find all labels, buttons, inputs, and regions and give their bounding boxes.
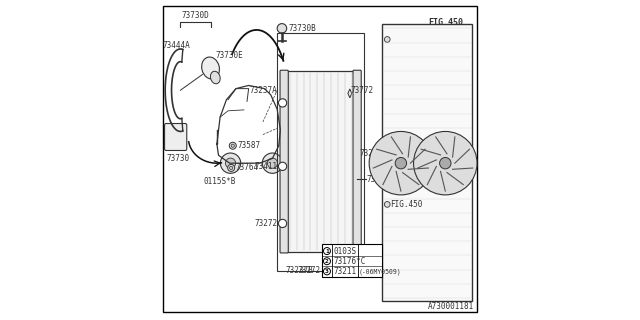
FancyBboxPatch shape <box>287 71 355 252</box>
Circle shape <box>278 219 287 228</box>
Text: 0103S: 0103S <box>333 246 356 256</box>
Circle shape <box>229 142 236 149</box>
Text: 73764: 73764 <box>236 164 259 172</box>
Text: 73730D: 73730D <box>182 11 209 20</box>
Text: A730001181: A730001181 <box>428 302 474 311</box>
Text: 73411: 73411 <box>254 162 277 171</box>
Text: 73237A: 73237A <box>250 86 277 95</box>
Circle shape <box>323 268 330 275</box>
Text: 73730: 73730 <box>166 154 189 163</box>
Circle shape <box>323 258 330 265</box>
Text: 73272: 73272 <box>298 266 321 275</box>
FancyBboxPatch shape <box>353 70 361 253</box>
FancyBboxPatch shape <box>382 24 472 301</box>
Circle shape <box>278 99 287 107</box>
Circle shape <box>440 157 451 169</box>
Text: 1: 1 <box>325 249 329 253</box>
Circle shape <box>323 248 330 254</box>
Circle shape <box>277 24 287 33</box>
FancyBboxPatch shape <box>321 244 382 277</box>
Text: 0115S*B: 0115S*B <box>204 178 236 187</box>
Circle shape <box>413 132 477 195</box>
Text: FIG.450: FIG.450 <box>428 18 463 27</box>
Text: 73272: 73272 <box>254 219 277 228</box>
Circle shape <box>385 36 390 42</box>
Text: (-06MY0509): (-06MY0509) <box>359 268 402 275</box>
Circle shape <box>231 144 234 147</box>
Ellipse shape <box>202 57 220 79</box>
Text: 73237: 73237 <box>360 149 383 158</box>
Text: FIG.450: FIG.450 <box>390 200 422 209</box>
Circle shape <box>395 157 406 169</box>
Text: 3: 3 <box>281 100 284 105</box>
Text: 73587: 73587 <box>237 141 260 150</box>
Text: 73211: 73211 <box>333 267 356 276</box>
Circle shape <box>369 132 433 195</box>
Circle shape <box>278 162 287 171</box>
FancyBboxPatch shape <box>280 70 288 253</box>
Circle shape <box>262 153 283 173</box>
Text: 1: 1 <box>281 221 284 226</box>
Text: 2: 2 <box>325 259 329 264</box>
Text: 73237B: 73237B <box>285 266 313 275</box>
Text: 2: 2 <box>281 164 284 169</box>
Circle shape <box>230 166 233 170</box>
Text: 3: 3 <box>325 269 329 274</box>
Polygon shape <box>348 89 352 98</box>
Circle shape <box>228 164 235 172</box>
Ellipse shape <box>211 71 220 84</box>
Text: 73176*C: 73176*C <box>333 257 366 266</box>
Text: 73210: 73210 <box>367 174 390 184</box>
Circle shape <box>225 158 236 168</box>
Text: 73444A: 73444A <box>163 41 191 50</box>
Text: 73730B: 73730B <box>288 24 316 33</box>
Circle shape <box>220 153 241 173</box>
Text: 73730E: 73730E <box>215 51 243 60</box>
Circle shape <box>385 202 390 207</box>
Circle shape <box>268 158 278 168</box>
FancyBboxPatch shape <box>164 124 187 150</box>
Text: 73772: 73772 <box>350 86 373 95</box>
